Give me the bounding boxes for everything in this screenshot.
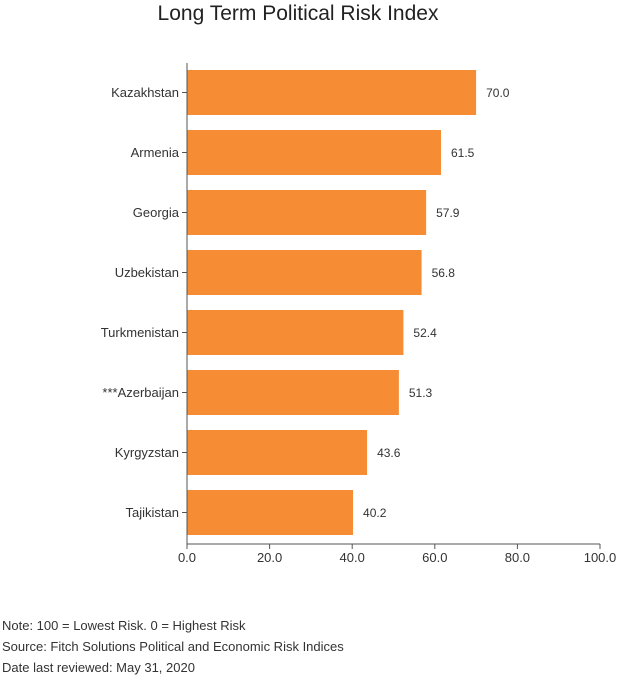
category-label: Tajikistan bbox=[126, 505, 179, 520]
x-tick-label: 40.0 bbox=[340, 550, 365, 565]
value-label: 43.6 bbox=[377, 446, 401, 460]
category-label: Armenia bbox=[131, 145, 180, 160]
bar bbox=[187, 310, 404, 355]
bar bbox=[187, 70, 477, 115]
bar bbox=[187, 490, 354, 535]
category-label: Kyrgyzstan bbox=[115, 445, 179, 460]
chart-notes: Note: 100 = Lowest Risk. 0 = Highest Ris… bbox=[2, 615, 344, 678]
value-label: 52.4 bbox=[413, 326, 437, 340]
x-tick-label: 60.0 bbox=[422, 550, 447, 565]
x-tick-label: 0.0 bbox=[178, 550, 196, 565]
value-label: 61.5 bbox=[451, 146, 475, 160]
note-text: Note: 100 = Lowest Risk. 0 = Highest Ris… bbox=[2, 618, 246, 633]
value-label: 40.2 bbox=[363, 506, 387, 520]
bar bbox=[187, 430, 368, 475]
x-tick-label: 20.0 bbox=[257, 550, 282, 565]
category-label: Georgia bbox=[133, 205, 180, 220]
bar-chart: Kazakhstan 70.0 Armenia 61.5 Georgia 57.9 Uzbe… bbox=[101, 63, 617, 565]
x-tick-label: 80.0 bbox=[505, 550, 530, 565]
value-label: 57.9 bbox=[436, 206, 460, 220]
category-label: ***Azerbaijan bbox=[102, 385, 179, 400]
category-label: Turkmenistan bbox=[101, 325, 179, 340]
source-text: Source: Fitch Solutions Political and Ec… bbox=[2, 639, 344, 654]
bar bbox=[187, 250, 422, 295]
bar bbox=[187, 130, 441, 175]
value-label: 70.0 bbox=[486, 86, 510, 100]
category-label: Kazakhstan bbox=[111, 85, 179, 100]
value-label: 56.8 bbox=[432, 266, 456, 280]
bar bbox=[187, 370, 399, 415]
value-label: 51.3 bbox=[409, 386, 433, 400]
category-label: Uzbekistan bbox=[115, 265, 179, 280]
bar bbox=[187, 190, 427, 235]
chart-title: Long Term Political Risk Index bbox=[157, 2, 439, 25]
x-tick-label: 100.0 bbox=[584, 550, 617, 565]
date-reviewed-text: Date last reviewed: May 31, 2020 bbox=[2, 660, 195, 675]
